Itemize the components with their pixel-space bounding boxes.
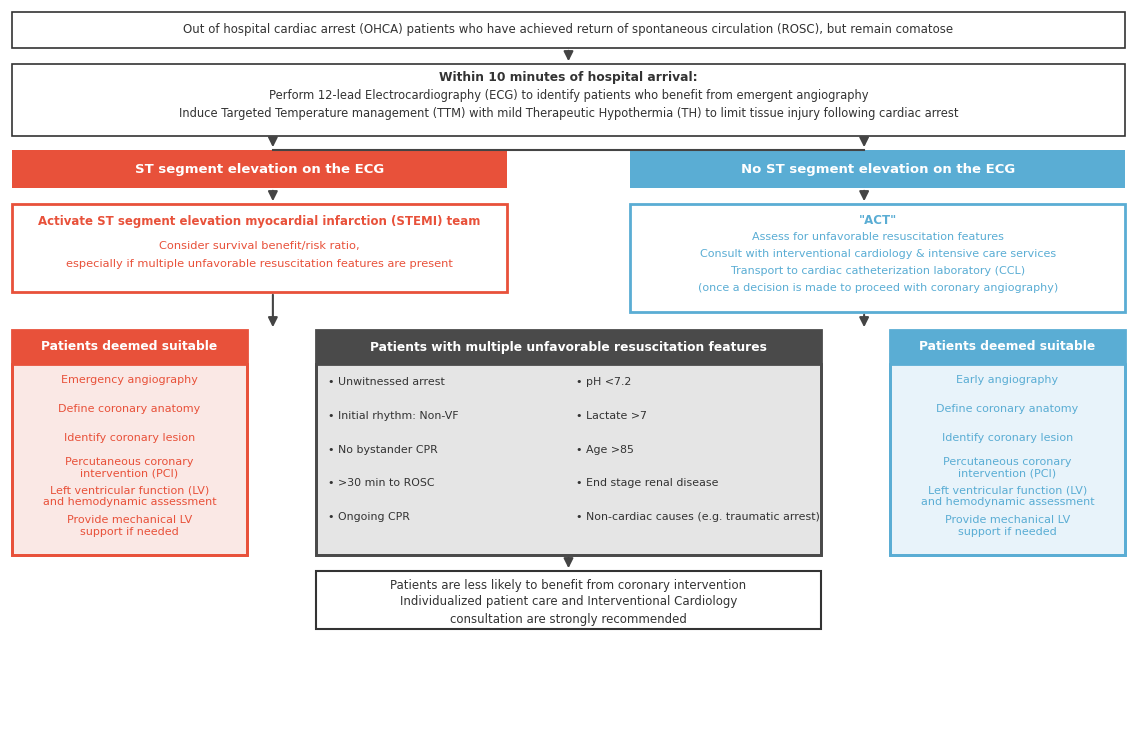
Text: Define coronary anatomy: Define coronary anatomy	[937, 404, 1079, 414]
Text: Left ventricular function (LV)
and hemodynamic assessment: Left ventricular function (LV) and hemod…	[921, 486, 1094, 507]
Text: Identify coronary lesion: Identify coronary lesion	[941, 433, 1073, 443]
Text: Activate ST segment elevation myocardial infarction (STEMI) team: Activate ST segment elevation myocardial…	[39, 215, 481, 228]
Text: Patients deemed suitable: Patients deemed suitable	[41, 340, 217, 354]
Text: Provide mechanical LV
support if needed: Provide mechanical LV support if needed	[67, 515, 192, 537]
Text: Emergency angiography: Emergency angiography	[61, 375, 198, 385]
Bar	[630, 150, 1124, 188]
Text: especially if multiple unfavorable resuscitation features are present: especially if multiple unfavorable resus…	[66, 259, 453, 269]
Text: Early angiography: Early angiography	[956, 375, 1059, 385]
Text: Provide mechanical LV
support if needed: Provide mechanical LV support if needed	[945, 515, 1070, 537]
Text: Consult with interventional cardiology & intensive care services: Consult with interventional cardiology &…	[699, 249, 1056, 259]
Text: "ACT": "ACT"	[858, 213, 897, 227]
Text: Out of hospital cardiac arrest (OHCA) patients who have achieved return of spont: Out of hospital cardiac arrest (OHCA) pa…	[183, 23, 954, 36]
Text: Consider survival benefit/risk ratio,: Consider survival benefit/risk ratio,	[159, 241, 359, 251]
Text: Assess for unfavorable resuscitation features: Assess for unfavorable resuscitation fea…	[752, 232, 1004, 242]
Text: Percutaneous coronary
intervention (PCI): Percutaneous coronary intervention (PCI)	[65, 457, 193, 479]
Text: • Ongoing CPR: • Ongoing CPR	[327, 513, 409, 522]
Bar	[316, 330, 821, 555]
Bar	[316, 330, 821, 364]
Bar	[316, 571, 821, 629]
Text: Within 10 minutes of hospital arrival:: Within 10 minutes of hospital arrival:	[439, 72, 698, 85]
Text: Individualized patient care and Interventional Cardiology: Individualized patient care and Interven…	[400, 596, 737, 609]
Text: • End stage renal disease: • End stage renal disease	[576, 479, 719, 488]
Text: (once a decision is made to proceed with coronary angiography): (once a decision is made to proceed with…	[698, 283, 1057, 293]
Text: Patients deemed suitable: Patients deemed suitable	[920, 340, 1096, 354]
Text: Patients are less likely to benefit from coronary intervention: Patients are less likely to benefit from…	[390, 578, 747, 591]
Text: • Unwitnessed arrest: • Unwitnessed arrest	[327, 377, 445, 387]
Bar	[13, 64, 1124, 136]
Text: Percutaneous coronary
intervention (PCI): Percutaneous coronary intervention (PCI)	[944, 457, 1072, 479]
Bar	[13, 330, 247, 364]
Bar	[890, 364, 1124, 555]
Text: • >30 min to ROSC: • >30 min to ROSC	[327, 479, 434, 488]
Text: • Initial rhythm: Non-VF: • Initial rhythm: Non-VF	[327, 411, 458, 421]
Text: Define coronary anatomy: Define coronary anatomy	[58, 404, 200, 414]
Bar	[13, 204, 507, 292]
Text: • Non-cardiac causes (e.g. traumatic arrest): • Non-cardiac causes (e.g. traumatic arr…	[576, 513, 821, 522]
Text: Patients with multiple unfavorable resuscitation features: Patients with multiple unfavorable resus…	[370, 340, 767, 354]
Bar	[630, 204, 1124, 312]
Bar	[890, 330, 1124, 555]
Text: Left ventricular function (LV)
and hemodynamic assessment: Left ventricular function (LV) and hemod…	[43, 486, 216, 507]
Text: ST segment elevation on the ECG: ST segment elevation on the ECG	[134, 163, 384, 175]
Bar	[13, 150, 507, 188]
Text: • Lactate >7: • Lactate >7	[576, 411, 647, 421]
Text: • No bystander CPR: • No bystander CPR	[327, 445, 438, 454]
Text: No ST segment elevation on the ECG: No ST segment elevation on the ECG	[740, 163, 1015, 175]
Bar	[13, 364, 247, 555]
Text: • Age >85: • Age >85	[576, 445, 634, 454]
Bar	[890, 330, 1124, 364]
Text: Transport to cardiac catheterization laboratory (CCL): Transport to cardiac catheterization lab…	[731, 266, 1024, 276]
Text: • pH <7.2: • pH <7.2	[576, 377, 632, 387]
Bar	[316, 364, 821, 555]
Bar	[13, 330, 247, 555]
Text: consultation are strongly recommended: consultation are strongly recommended	[450, 612, 687, 625]
Text: Perform 12-lead Electrocardiography (ECG) to identify patients who benefit from : Perform 12-lead Electrocardiography (ECG…	[268, 89, 869, 103]
Bar	[13, 12, 1124, 48]
Text: Identify coronary lesion: Identify coronary lesion	[64, 433, 196, 443]
Text: Induce Targeted Temperature management (TTM) with mild Therapeutic Hypothermia (: Induce Targeted Temperature management (…	[179, 107, 958, 120]
